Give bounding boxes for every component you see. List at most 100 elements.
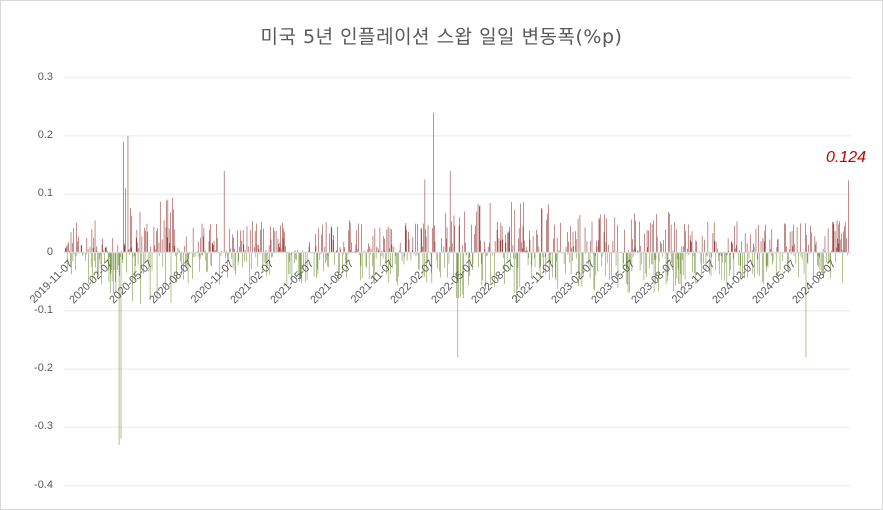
bar-positive [333, 234, 334, 253]
bar-negative [672, 252, 673, 270]
bar-positive [554, 224, 555, 253]
bar-negative [627, 252, 628, 285]
bar-negative [366, 252, 367, 268]
bar-positive [839, 221, 840, 253]
bar-negative [680, 252, 682, 291]
bar-positive [656, 236, 658, 253]
bar-positive [527, 250, 528, 253]
bar-negative [210, 252, 212, 266]
bar-negative [582, 252, 583, 272]
bar-negative [588, 252, 590, 265]
bar-negative [201, 252, 202, 255]
bar-negative [542, 252, 544, 273]
bar-positive [617, 224, 618, 253]
bar-positive [635, 220, 636, 253]
bar-negative [113, 252, 115, 270]
bar-positive [776, 247, 778, 253]
bar-positive [651, 224, 653, 253]
bar-negative [251, 252, 252, 270]
bar-negative [267, 252, 269, 267]
bar-positive [728, 250, 730, 253]
bar-positive [123, 243, 125, 253]
bar-negative [99, 252, 100, 260]
bar-negative [415, 252, 417, 257]
bar-positive [634, 247, 636, 253]
bar-negative [183, 252, 184, 280]
bar-negative [122, 252, 124, 260]
bar-positive [337, 227, 338, 253]
bar-positive [161, 239, 163, 253]
bar-negative [265, 252, 266, 262]
bar-negative [162, 252, 164, 267]
bar-negative [220, 252, 222, 257]
bar-positive [464, 211, 466, 253]
bar-negative [730, 252, 731, 271]
bar-negative [594, 252, 596, 256]
bar-positive [285, 245, 286, 253]
bar-negative [456, 252, 457, 298]
bar-negative [319, 252, 321, 261]
bar-positive [639, 221, 640, 253]
bar-positive [174, 229, 176, 253]
bar-positive [209, 224, 211, 253]
bar-positive [399, 250, 400, 253]
bar-positive [736, 221, 738, 253]
bar-negative [720, 252, 722, 256]
bar-negative [85, 252, 87, 255]
bar-positive [792, 246, 793, 253]
bar-positive [297, 250, 298, 253]
bar-negative [552, 252, 554, 278]
bar-positive [391, 229, 392, 253]
bar-positive [425, 229, 426, 253]
bar-negative [431, 252, 433, 283]
bar-positive [691, 241, 692, 253]
bar-positive [808, 244, 809, 253]
bar-positive [225, 250, 227, 253]
bar-positive [258, 244, 259, 253]
bar-negative [457, 252, 459, 358]
bar-negative [835, 252, 837, 263]
bar-negative [359, 252, 360, 256]
bar-positive [518, 238, 519, 253]
bar-negative [99, 252, 101, 265]
bar-positive [670, 224, 672, 253]
bar-positive [384, 250, 386, 253]
bar-positive [684, 223, 685, 253]
bar-positive [357, 249, 359, 253]
bar-positive [596, 240, 597, 253]
bar-positive [489, 243, 490, 253]
bar-negative [227, 252, 228, 278]
bar-negative [262, 252, 264, 273]
bar-positive [213, 240, 215, 253]
bar-negative [762, 252, 763, 282]
bar-positive [584, 227, 586, 253]
bar-positive [765, 224, 766, 253]
bar-positive [690, 240, 692, 253]
bar-positive [844, 222, 846, 253]
bar-negative [807, 252, 809, 265]
bar-positive [125, 188, 126, 253]
bar-negative [570, 252, 572, 275]
bar-negative [722, 252, 723, 263]
bar-negative [186, 252, 188, 266]
bar-positive [822, 248, 824, 253]
bar-positive [211, 243, 213, 253]
bar-positive [523, 202, 524, 253]
bar-negative [629, 252, 630, 292]
bar-positive [548, 204, 549, 253]
bar-negative [465, 252, 467, 256]
bar-positive [216, 223, 217, 253]
bar-negative [360, 252, 361, 281]
bar-positive [135, 237, 137, 253]
bar-positive [760, 241, 762, 253]
bar-positive [572, 231, 574, 253]
bar-positive [339, 247, 341, 253]
bar-positive [94, 220, 96, 253]
bar-positive [599, 219, 600, 253]
bar-positive [675, 229, 677, 253]
bar-negative [617, 252, 619, 289]
bar-positive [405, 223, 407, 253]
bar-negative [423, 252, 425, 278]
bar-negative [165, 252, 166, 292]
bar-negative [818, 252, 819, 268]
